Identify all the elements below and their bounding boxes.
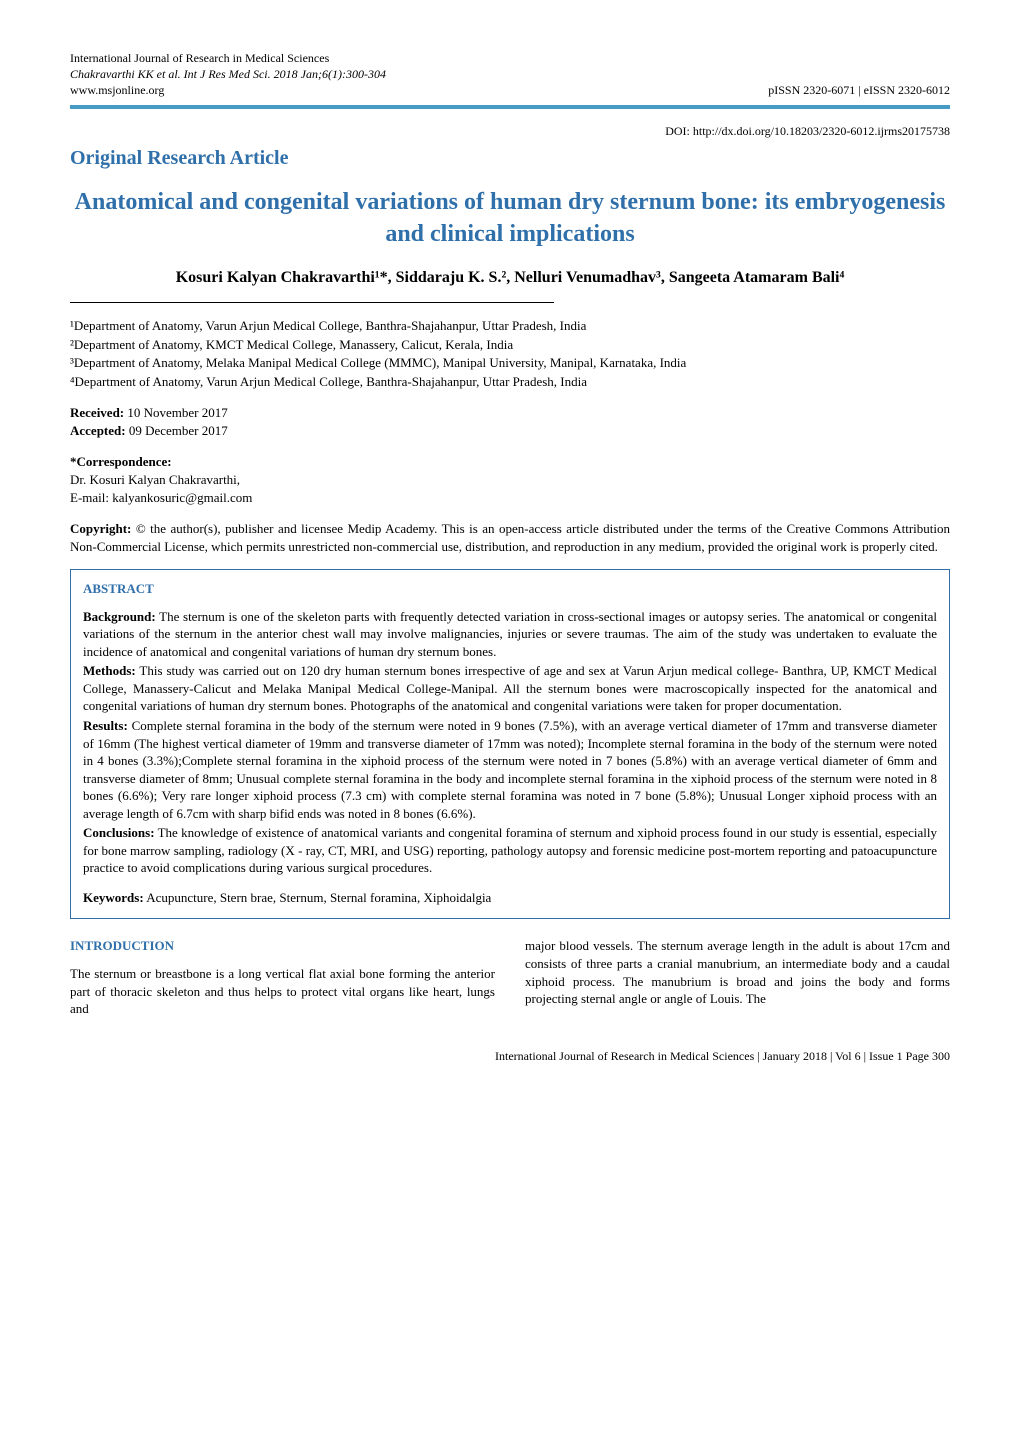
page-header: International Journal of Research in Med… xyxy=(70,50,950,99)
affiliation-2: ²Department of Anatomy, KMCT Medical Col… xyxy=(70,336,950,354)
correspondence-label: *Correspondence: xyxy=(70,453,950,471)
abstract-results: Results: Complete sternal foramina in th… xyxy=(83,717,937,822)
affiliations: ¹Department of Anatomy, Varun Arjun Medi… xyxy=(70,317,950,390)
issn: pISSN 2320-6071 | eISSN 2320-6012 xyxy=(768,82,950,98)
accepted-label: Accepted: xyxy=(70,423,126,438)
doi: DOI: http://dx.doi.org/10.18203/2320-601… xyxy=(70,123,950,139)
abstract-background: Background: The sternum is one of the sk… xyxy=(83,608,937,661)
introduction-heading: INTRODUCTION xyxy=(70,937,495,955)
copyright-label: Copyright: xyxy=(70,521,131,536)
abstract-heading: ABSTRACT xyxy=(83,580,937,598)
accepted-date: 09 December 2017 xyxy=(126,423,228,438)
journal-name: International Journal of Research in Med… xyxy=(70,50,386,66)
abstract-methods: Methods: This study was carried out on 1… xyxy=(83,662,937,715)
received-label: Received: xyxy=(70,405,124,420)
abstract-keywords: Keywords: Acupuncture, Stern brae, Stern… xyxy=(83,889,937,907)
page-footer: International Journal of Research in Med… xyxy=(70,1048,950,1064)
methods-label: Methods: xyxy=(83,663,136,678)
received-date: 10 November 2017 xyxy=(124,405,228,420)
author-rule xyxy=(70,302,554,303)
copyright-text: © the author(s), publisher and licensee … xyxy=(70,521,950,554)
correspondence-email: E-mail: kalyankosuric@gmail.com xyxy=(70,489,950,507)
introduction-col2: major blood vessels. The sternum average… xyxy=(525,937,950,1007)
abstract-conclusions: Conclusions: The knowledge of existence … xyxy=(83,824,937,877)
introduction-col1: The sternum or breastbone is a long vert… xyxy=(70,965,495,1018)
article-type: Original Research Article xyxy=(70,145,950,172)
correspondence-name: Dr. Kosuri Kalyan Chakravarthi, xyxy=(70,471,950,489)
header-rule xyxy=(70,105,950,109)
affiliation-3: ³Department of Anatomy, Melaka Manipal M… xyxy=(70,354,950,372)
background-text: The sternum is one of the skeleton parts… xyxy=(83,609,937,659)
header-left: International Journal of Research in Med… xyxy=(70,50,386,99)
conclusions-text: The knowledge of existence of anatomical… xyxy=(83,825,937,875)
affiliation-1: ¹Department of Anatomy, Varun Arjun Medi… xyxy=(70,317,950,335)
abstract-box: ABSTRACT Background: The sternum is one … xyxy=(70,569,950,919)
copyright: Copyright: © the author(s), publisher an… xyxy=(70,520,950,555)
website: www.msjonline.org xyxy=(70,82,386,98)
background-label: Background: xyxy=(83,609,156,624)
authors: Kosuri Kalyan Chakravarthi¹*, Siddaraju … xyxy=(70,267,950,289)
article-title: Anatomical and congenital variations of … xyxy=(70,186,950,251)
methods-text: This study was carried out on 120 dry hu… xyxy=(83,663,937,713)
conclusions-label: Conclusions: xyxy=(83,825,155,840)
keywords-text: Acupuncture, Stern brae, Sternum, Sterna… xyxy=(144,890,492,905)
affiliation-4: ⁴Department of Anatomy, Varun Arjun Medi… xyxy=(70,373,950,391)
column-right: major blood vessels. The sternum average… xyxy=(525,937,950,1017)
column-left: INTRODUCTION The sternum or breastbone i… xyxy=(70,937,495,1017)
correspondence: *Correspondence: Dr. Kosuri Kalyan Chakr… xyxy=(70,453,950,506)
results-text: Complete sternal foramina in the body of… xyxy=(83,718,937,821)
keywords-label: Keywords: xyxy=(83,890,144,905)
dates: Received: 10 November 2017 Accepted: 09 … xyxy=(70,404,950,439)
body-columns: INTRODUCTION The sternum or breastbone i… xyxy=(70,937,950,1017)
results-label: Results: xyxy=(83,718,128,733)
citation: Chakravarthi KK et al. Int J Res Med Sci… xyxy=(70,66,386,82)
